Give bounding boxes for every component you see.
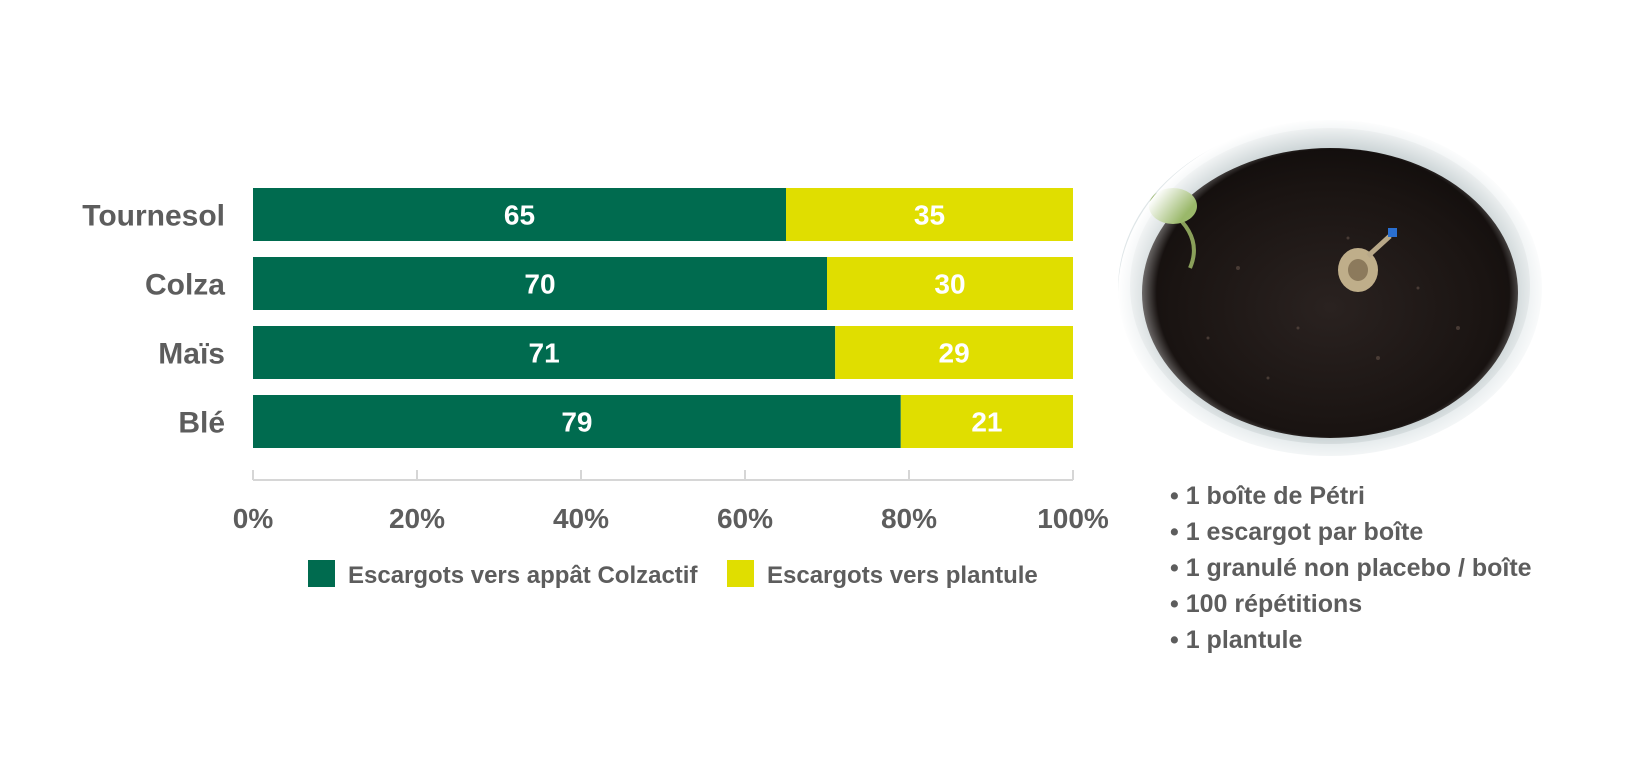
data-label: 21 [971,407,1002,438]
data-label: 79 [561,407,592,438]
x-tick-label: 20% [389,503,445,534]
bar-segment-colzactif [253,326,836,379]
note-item: 100 répétitions [1170,586,1532,622]
note-item: 1 plantule [1170,622,1532,658]
note-item: 1 granulé non placebo / boîte [1170,550,1532,586]
category-label: Tournesol [82,200,225,233]
x-tick-label: 60% [717,503,773,534]
data-label: 65 [504,200,535,231]
petri-dish-photo [1118,118,1548,468]
x-tick-label: 100% [1037,503,1109,534]
data-label: 35 [914,200,945,231]
stacked-bar-chart: Tournesol 65 35 Colza 70 30 Maïs 71 29 Blé 79 21 0% 2… [82,188,1109,589]
data-label: 71 [529,338,560,369]
bar-segment-plantule [827,257,1073,310]
note-item: 1 boîte de Pétri [1170,478,1532,514]
bar-segment-plantule [786,188,1073,241]
note-item: 1 escargot par boîte [1170,514,1532,550]
bar-segment-plantule [835,326,1073,379]
bar-segment-colzactif [253,257,827,310]
legend-label: Escargots vers plantule [767,562,1038,589]
bar-segment-colzactif [253,188,786,241]
legend-swatch [308,560,335,587]
x-tick-label: 40% [553,503,609,534]
data-label: 30 [934,269,965,300]
category-label: Blé [178,407,225,440]
data-label: 29 [939,338,970,369]
data-label: 70 [524,269,555,300]
bar-segment-colzactif [253,395,901,448]
x-tick-label: 80% [881,503,937,534]
bar-segment-plantule [900,395,1073,448]
legend-swatch [727,560,754,587]
x-tick-label: 0% [233,503,274,534]
legend-label: Escargots vers appât Colzactif [348,562,698,589]
category-label: Colza [145,269,225,302]
experiment-notes: 1 boîte de Pétri 1 escargot par boîte 1 … [1170,478,1532,658]
category-label: Maïs [158,338,225,371]
